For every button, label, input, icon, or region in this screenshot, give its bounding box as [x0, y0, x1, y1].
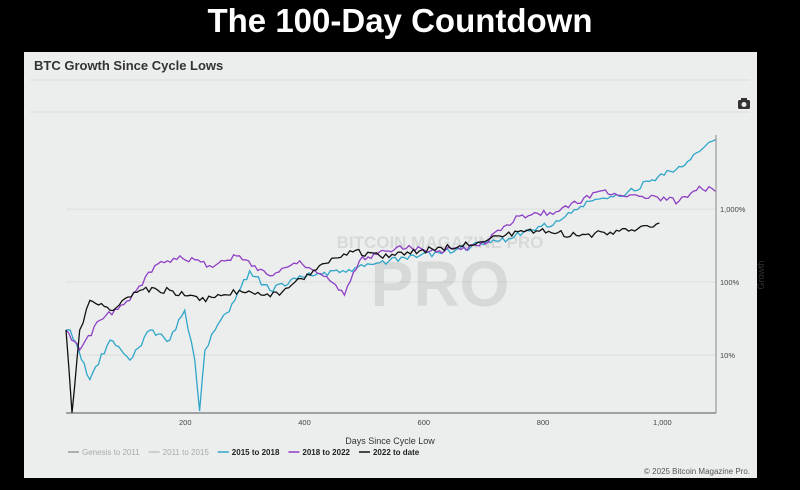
watermark: BITCOIN MAGAZINE PRO PRO	[337, 233, 544, 320]
y-tick-label: 100%	[720, 278, 740, 287]
legend-label: 2011 to 2015	[163, 448, 210, 457]
legend-item[interactable]: 2018 to 2022	[288, 448, 351, 457]
legend-label: 2015 to 2018	[232, 448, 280, 457]
svg-text:PRO: PRO	[371, 248, 510, 320]
x-tick-label: 200	[179, 418, 192, 427]
x-tick-label: 800	[537, 418, 550, 427]
legend-item[interactable]: Genesis to 2011	[68, 448, 140, 457]
y-tick-label: 10%	[720, 351, 735, 360]
legend-item[interactable]: 2022 to date	[358, 448, 420, 457]
x-tick-label: 400	[298, 418, 311, 427]
y-axis-title: Growth	[756, 260, 766, 289]
y-tick-label: 1,000%	[720, 205, 746, 214]
legend-label: 2018 to 2022	[302, 448, 350, 457]
series-line-2018-to-2022	[65, 185, 716, 352]
chart-panel	[24, 52, 757, 478]
legend-item[interactable]: 2011 to 2015	[148, 448, 210, 457]
legend-label: Genesis to 2011	[82, 448, 140, 457]
x-tick-label: 600	[418, 418, 431, 427]
x-tick-label: 1,000	[653, 418, 672, 427]
camera-icon[interactable]	[738, 98, 750, 109]
series-line-2022-to-date	[65, 222, 660, 414]
x-axis-title: Days Since Cycle Low	[345, 436, 435, 446]
video-title: The 100-Day Countdown	[207, 2, 593, 39]
chart-title: BTC Growth Since Cycle Lows	[34, 58, 224, 73]
series-line-2015-to-2018	[65, 139, 716, 412]
legend-label: 2022 to date	[373, 448, 420, 457]
copyright: © 2025 Bitcoin Magazine Pro.	[644, 467, 750, 476]
legend-item[interactable]: 2015 to 2018	[217, 448, 280, 457]
